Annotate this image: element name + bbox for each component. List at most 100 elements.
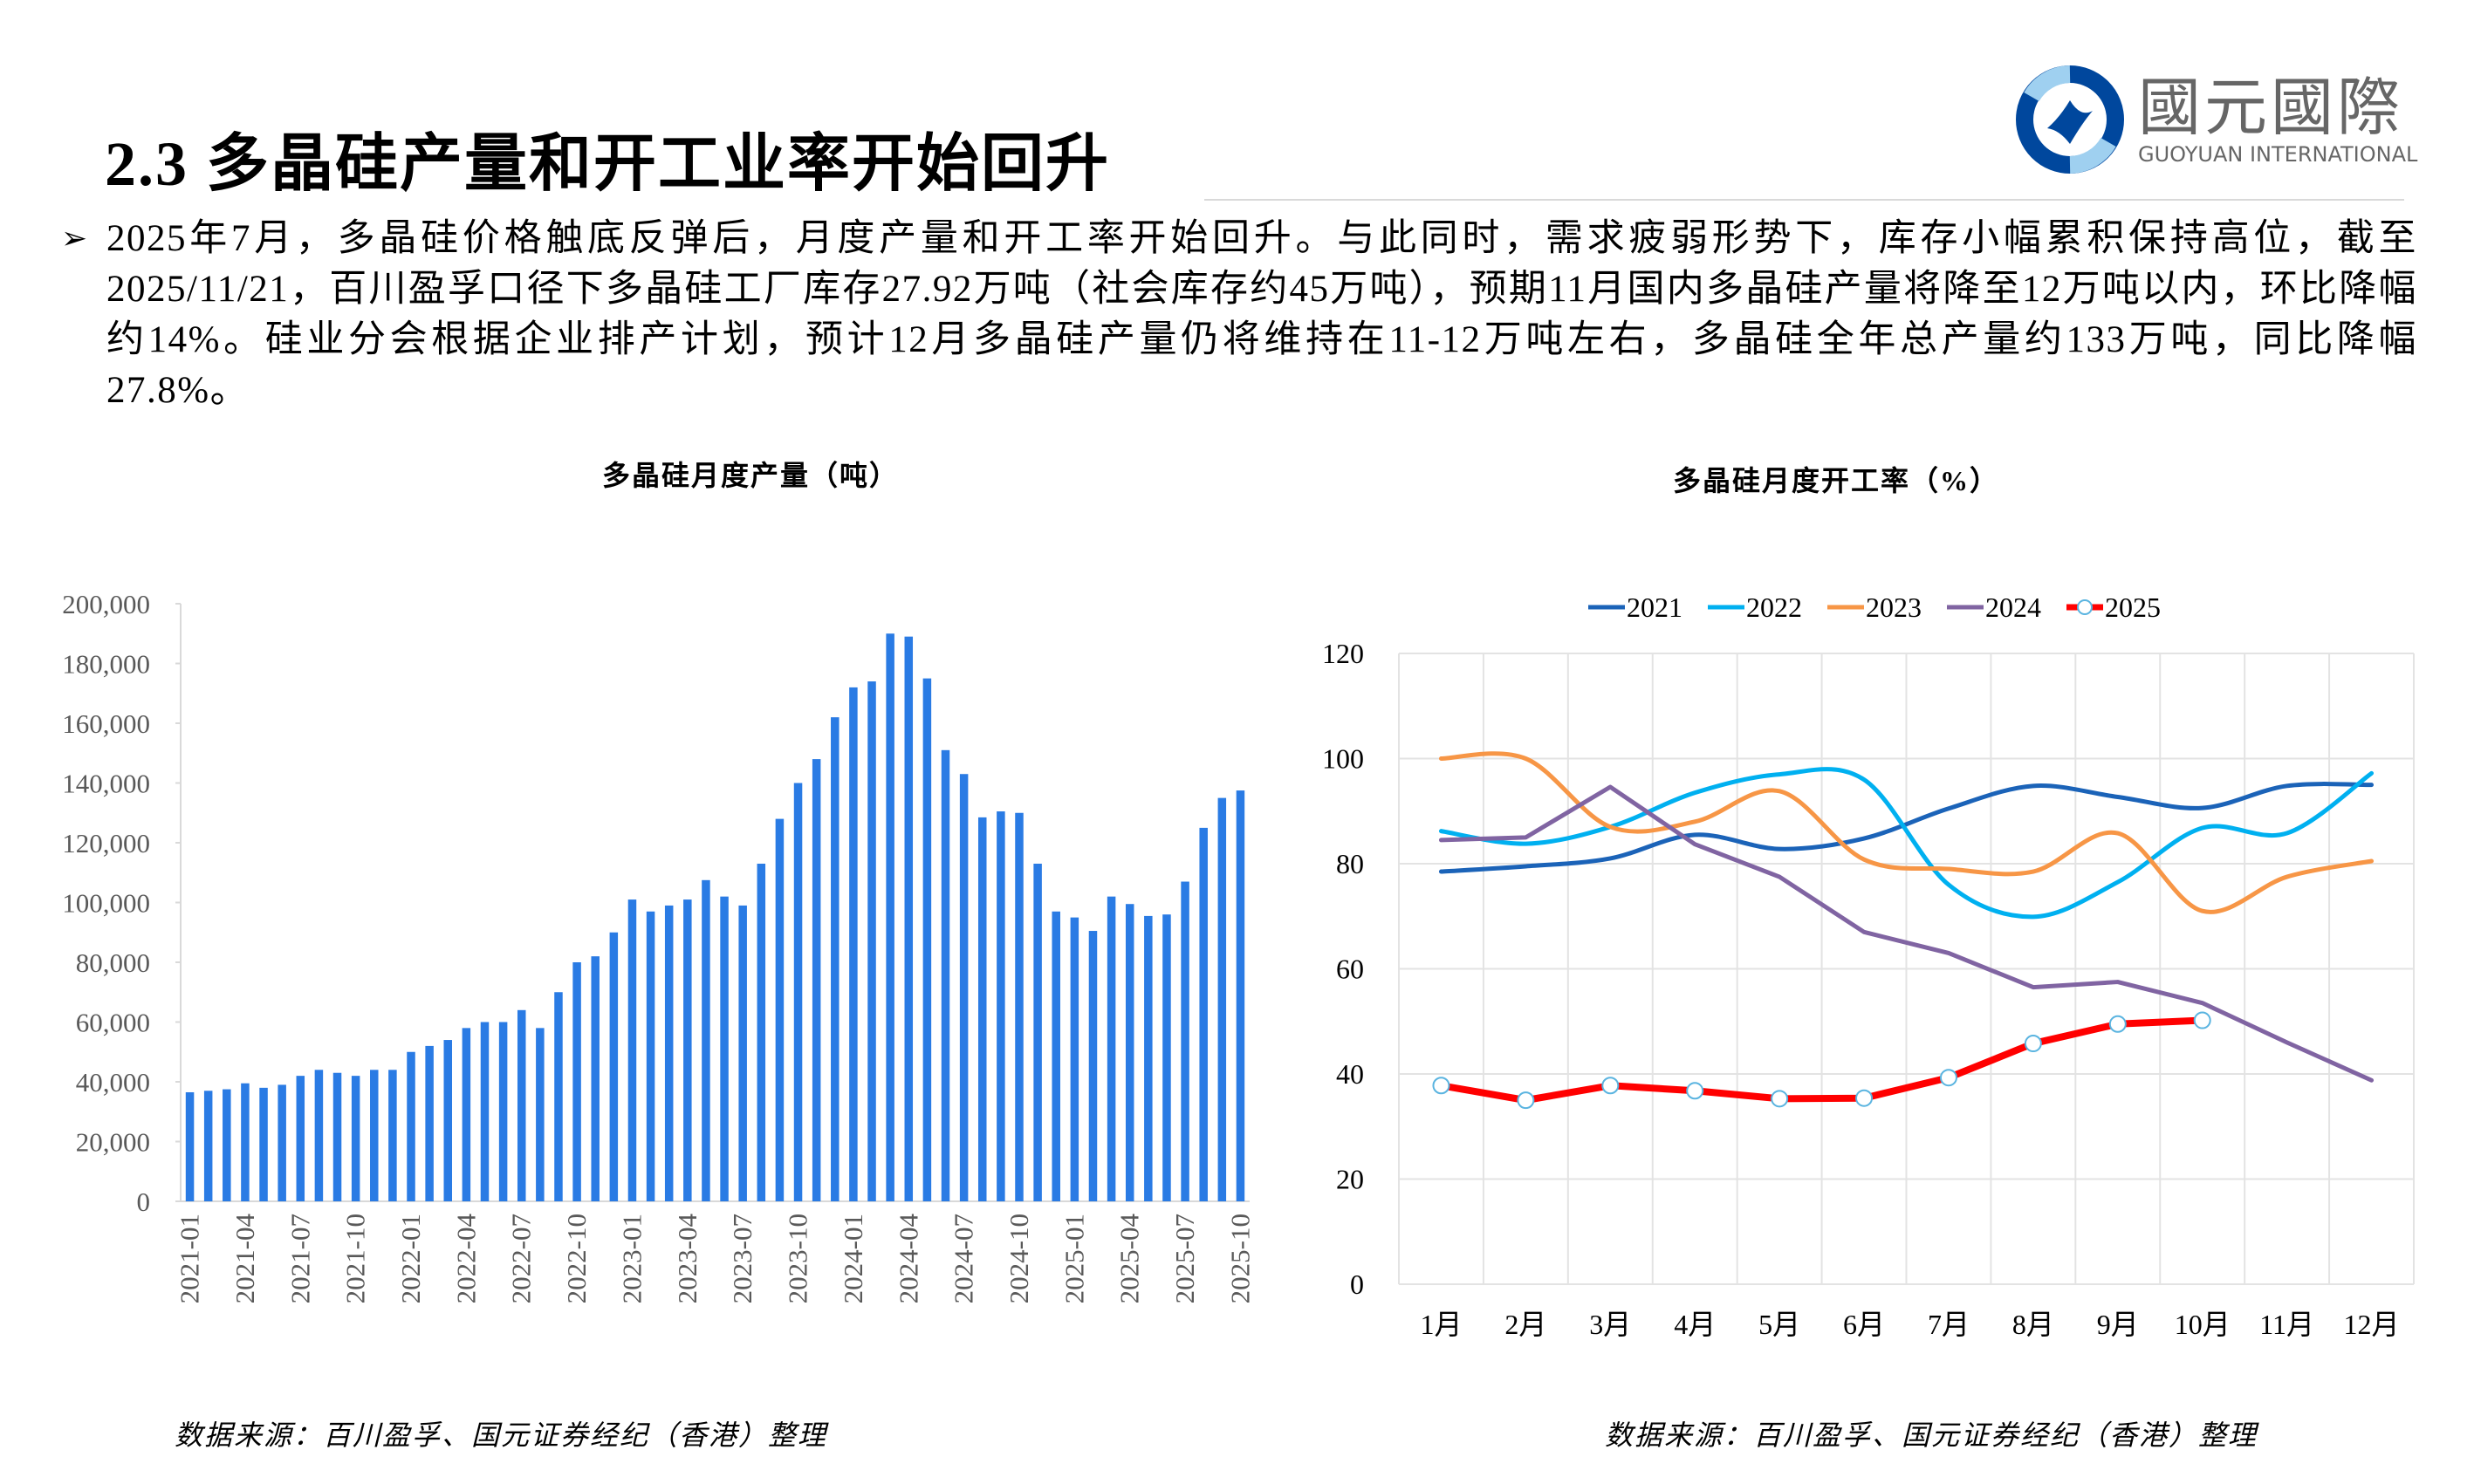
x-tick-label: 2月 bbox=[1504, 1309, 1546, 1340]
logo-text-cn: 國元國際 bbox=[2138, 71, 2404, 144]
x-tick-label: 7月 bbox=[1928, 1309, 1970, 1340]
bar bbox=[1107, 896, 1116, 1201]
data-point bbox=[1432, 1077, 1450, 1095]
bar bbox=[572, 962, 581, 1201]
y-tick-label: 80 bbox=[1336, 848, 1364, 879]
bar bbox=[702, 879, 710, 1201]
data-point bbox=[1939, 1069, 1957, 1087]
series-line-2021 bbox=[1438, 782, 2375, 874]
legend-label: 2021 bbox=[1627, 592, 1682, 623]
bar bbox=[1217, 797, 1227, 1201]
x-tick-label: 2021-01 bbox=[175, 1214, 205, 1303]
bar bbox=[793, 783, 803, 1201]
bar bbox=[1088, 931, 1098, 1201]
y-tick-label: 80,000 bbox=[76, 947, 150, 978]
bar bbox=[831, 717, 840, 1201]
line-chart-source: 数据来源：百川盈孚、国元证券经纪（香港）整理 bbox=[1605, 1419, 2258, 1451]
logo-text-en: GUOYUAN INTERNATIONAL bbox=[2138, 142, 2418, 167]
legend-marker bbox=[2077, 599, 2093, 615]
x-tick-label: 2025-10 bbox=[1224, 1214, 1255, 1303]
bar bbox=[849, 687, 858, 1201]
bar bbox=[757, 863, 766, 1201]
bar bbox=[1181, 881, 1189, 1201]
y-tick-label: 60 bbox=[1336, 954, 1364, 985]
bar bbox=[370, 1070, 379, 1201]
x-tick-label: 2021-07 bbox=[284, 1214, 315, 1303]
summary-bullet: ➢ 2025年7月，多晶硅价格触底反弹后，月度产量和开工率开始回升。与此同时，需… bbox=[61, 214, 2417, 416]
x-tick-label: 2022-07 bbox=[506, 1214, 537, 1303]
bar bbox=[1162, 914, 1171, 1201]
x-tick-label: 4月 bbox=[1674, 1309, 1716, 1340]
bar bbox=[351, 1076, 360, 1201]
bar bbox=[388, 1070, 397, 1201]
bar-chart-source: 数据来源：百川盈孚、国元证券经纪（香港）整理 bbox=[175, 1419, 828, 1451]
bar bbox=[407, 1051, 415, 1201]
line-chart-title: 多晶硅月度开工率（%） bbox=[1672, 465, 2000, 496]
bar bbox=[223, 1089, 231, 1201]
series-line-2025 bbox=[1437, 1016, 2206, 1104]
x-tick-label: 3月 bbox=[1589, 1309, 1631, 1340]
bar bbox=[959, 774, 969, 1201]
bar bbox=[683, 899, 692, 1201]
bar bbox=[480, 1022, 490, 1201]
bar bbox=[646, 911, 655, 1201]
x-tick-label: 2025-04 bbox=[1114, 1214, 1145, 1304]
y-tick-label: 60,000 bbox=[76, 1008, 150, 1038]
bar bbox=[591, 956, 600, 1201]
bar bbox=[997, 811, 1005, 1201]
bar bbox=[627, 899, 637, 1201]
bar bbox=[1033, 863, 1042, 1201]
x-tick-label: 11月 bbox=[2259, 1309, 2314, 1340]
series-line-2023 bbox=[1438, 751, 2375, 914]
x-tick-label: 2022-01 bbox=[395, 1214, 426, 1303]
y-tick-label: 40 bbox=[1336, 1058, 1364, 1090]
data-point bbox=[1517, 1091, 1535, 1110]
y-tick-label: 20,000 bbox=[76, 1127, 150, 1158]
bar bbox=[332, 1072, 342, 1201]
bar bbox=[443, 1040, 453, 1201]
series-line-2024 bbox=[1438, 784, 2375, 1083]
data-point bbox=[2193, 1011, 2211, 1029]
x-tick-label: 9月 bbox=[2097, 1309, 2139, 1340]
x-tick-label: 2023-04 bbox=[672, 1214, 702, 1304]
legend-label: 2022 bbox=[1746, 592, 1802, 623]
bar bbox=[1199, 827, 1208, 1201]
bar bbox=[738, 905, 747, 1201]
x-tick-label: 2024-04 bbox=[893, 1214, 923, 1304]
y-tick-label: 140,000 bbox=[62, 769, 150, 799]
bar bbox=[517, 1009, 526, 1201]
bar bbox=[1236, 790, 1245, 1201]
bar bbox=[886, 633, 894, 1201]
line-chart: 0 20 40 60 80 100 120 1月 2月 3月 4月 5月 6月 7月 8月 9月 10月 11月 1… bbox=[1322, 592, 2415, 1340]
y-tick-label: 40,000 bbox=[76, 1067, 150, 1098]
logo-emblem-icon bbox=[2016, 65, 2124, 174]
data-point bbox=[2108, 1015, 2127, 1033]
bar bbox=[296, 1076, 305, 1201]
x-tick-label: 2023-10 bbox=[783, 1214, 813, 1303]
bar bbox=[278, 1084, 286, 1201]
data-point bbox=[2024, 1035, 2042, 1053]
bar bbox=[259, 1087, 268, 1201]
bar-chart-title: 多晶硅月度产量（吨） bbox=[601, 460, 900, 491]
bar bbox=[941, 749, 950, 1201]
bar bbox=[922, 678, 932, 1201]
bar bbox=[904, 636, 914, 1201]
bar bbox=[462, 1028, 471, 1201]
y-tick-label: 20 bbox=[1336, 1164, 1364, 1195]
x-tick-label: 2021-10 bbox=[340, 1214, 371, 1303]
y-tick-label: 200,000 bbox=[62, 589, 150, 619]
bar bbox=[867, 681, 876, 1201]
x-tick-label: 2023-01 bbox=[616, 1214, 647, 1303]
bar bbox=[425, 1045, 434, 1201]
x-tick-label: 6月 bbox=[1843, 1309, 1885, 1340]
x-tick-label: 2025-01 bbox=[1059, 1214, 1089, 1303]
x-tick-label: 2025-07 bbox=[1169, 1214, 1200, 1303]
data-point bbox=[1855, 1089, 1874, 1107]
bar bbox=[536, 1028, 545, 1201]
x-tick-label: 2024-01 bbox=[838, 1214, 868, 1303]
legend-label: 2024 bbox=[1985, 592, 2041, 623]
bar bbox=[1144, 915, 1153, 1201]
arrow-bullet-icon: ➢ bbox=[61, 221, 88, 256]
bar bbox=[1015, 812, 1024, 1201]
bar bbox=[1052, 911, 1060, 1201]
